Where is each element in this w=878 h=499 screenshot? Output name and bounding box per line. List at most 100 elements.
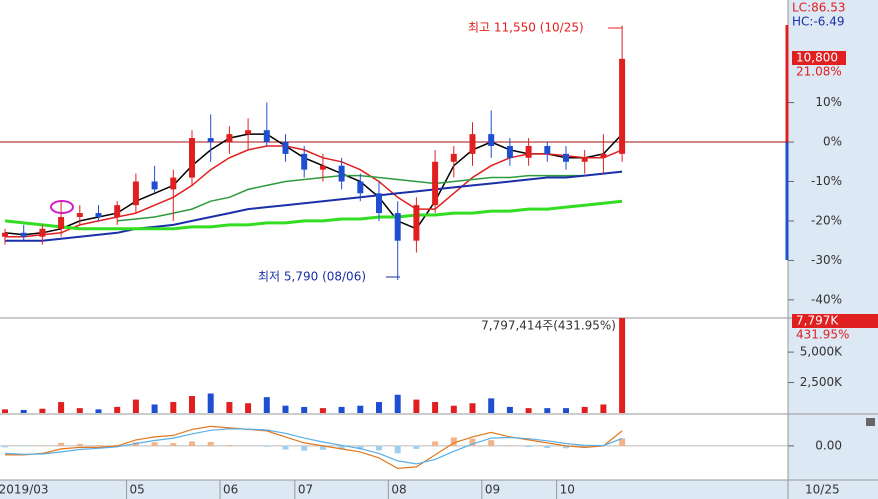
volume-bar	[301, 406, 308, 413]
moving-average	[5, 170, 623, 242]
candle-body	[600, 153, 607, 158]
volume-bar	[20, 409, 27, 413]
x-tick-label: 08	[391, 483, 406, 497]
candle-body	[488, 134, 495, 146]
candle-body	[76, 213, 83, 217]
macd-histogram-bar	[357, 445, 364, 450]
low-annotation: 최저 5,790 (08/06)	[258, 270, 366, 284]
candle-body	[170, 177, 177, 190]
macd-histogram-bar	[469, 438, 476, 446]
date-axis-panel	[0, 480, 878, 499]
volume-bar	[226, 402, 233, 413]
volume-bar	[2, 409, 8, 413]
volume-bar	[151, 404, 158, 413]
candle-body	[506, 145, 513, 158]
candle-body	[39, 228, 46, 237]
volume-bar	[245, 403, 252, 413]
volume-bar	[581, 406, 588, 413]
candle-body	[319, 165, 326, 170]
end-date: 10/25	[805, 483, 840, 497]
candle-body	[544, 145, 551, 154]
macd-histogram-bar	[282, 445, 289, 450]
volume-bar	[619, 318, 626, 413]
candle-body	[282, 142, 289, 154]
volume-bar	[114, 406, 121, 413]
candle-body	[563, 153, 569, 162]
macd-histogram-bar	[413, 445, 420, 449]
volume-bar	[376, 402, 382, 413]
macd-histogram-bar	[207, 442, 214, 446]
x-tick-label: 09	[485, 483, 500, 497]
signal-line	[4, 428, 623, 465]
volume-bar	[394, 394, 401, 413]
volume-bar	[450, 405, 457, 413]
macd-histogram-bar	[20, 445, 27, 447]
y-tick-label: 5,000K	[800, 345, 843, 359]
volume-bar	[506, 406, 513, 413]
volume-bar	[563, 408, 569, 413]
macd-histogram-bar	[394, 445, 401, 454]
macd-histogram-bar	[525, 445, 532, 448]
macd-histogram-bar	[376, 445, 382, 451]
lc-label: LC:86.53	[792, 1, 845, 15]
volume-bar	[319, 408, 326, 413]
candle-body	[301, 153, 308, 170]
candle-body	[469, 134, 476, 154]
volume-bar	[189, 395, 195, 413]
candle-body	[151, 181, 158, 190]
moving-average	[4, 199, 623, 231]
volume-bar	[132, 399, 139, 413]
moving-average	[5, 145, 623, 238]
volume-bar	[488, 398, 495, 413]
candle-body	[189, 138, 195, 178]
panel-button[interactable]	[866, 418, 875, 426]
y-tick-label: 10%	[815, 95, 842, 109]
candle-body	[450, 153, 457, 162]
macd-histogram-bar	[189, 441, 195, 446]
macd-histogram-bar	[544, 445, 551, 448]
last-price-box	[792, 51, 846, 65]
candle-body	[376, 193, 382, 214]
x-tick-label: 06	[223, 483, 238, 497]
volume-bar	[282, 405, 289, 413]
candle-body	[338, 165, 345, 182]
last-volume-box	[792, 314, 878, 328]
volume-bar	[600, 404, 607, 413]
moving-average	[117, 170, 623, 222]
candle-body	[394, 213, 401, 241]
volume-bar	[76, 408, 83, 413]
volume-bar	[525, 408, 532, 413]
volume-annotation: 7,797,414주(431.95%)	[481, 319, 616, 333]
volume-bar	[263, 397, 270, 413]
y-tick-label: -10%	[811, 174, 842, 188]
high-annotation: 최고 11,550 (10/25)	[468, 21, 584, 35]
candle-body	[58, 216, 65, 229]
candle-body	[207, 138, 214, 143]
x-tick-label: 2019/03	[0, 483, 49, 497]
axis-panel	[788, 0, 878, 480]
candle-body	[95, 213, 102, 217]
macd-histogram-bar	[506, 445, 513, 446]
candle-body	[581, 157, 588, 162]
volume-bar	[338, 406, 345, 413]
macd-histogram-bar	[488, 440, 495, 446]
candle-body	[132, 181, 139, 206]
y-tick-label: 0.00	[815, 438, 842, 452]
y-tick-label: -30%	[811, 253, 842, 267]
candle-body	[2, 232, 8, 237]
x-tick-label: 07	[298, 483, 313, 497]
candle-body	[413, 205, 420, 241]
candle-body	[226, 134, 233, 143]
y-tick-label: -20%	[811, 213, 842, 227]
volume-bar	[170, 402, 177, 413]
candle-body	[114, 205, 121, 217]
macd-histogram-bar	[76, 443, 83, 446]
macd-histogram-bar	[151, 442, 158, 446]
volume-bar	[95, 409, 102, 413]
volume-bar	[469, 403, 476, 413]
signal-marker	[50, 200, 74, 214]
last-volume: 7,797K	[796, 314, 839, 328]
macd-histogram-bar	[95, 445, 102, 446]
